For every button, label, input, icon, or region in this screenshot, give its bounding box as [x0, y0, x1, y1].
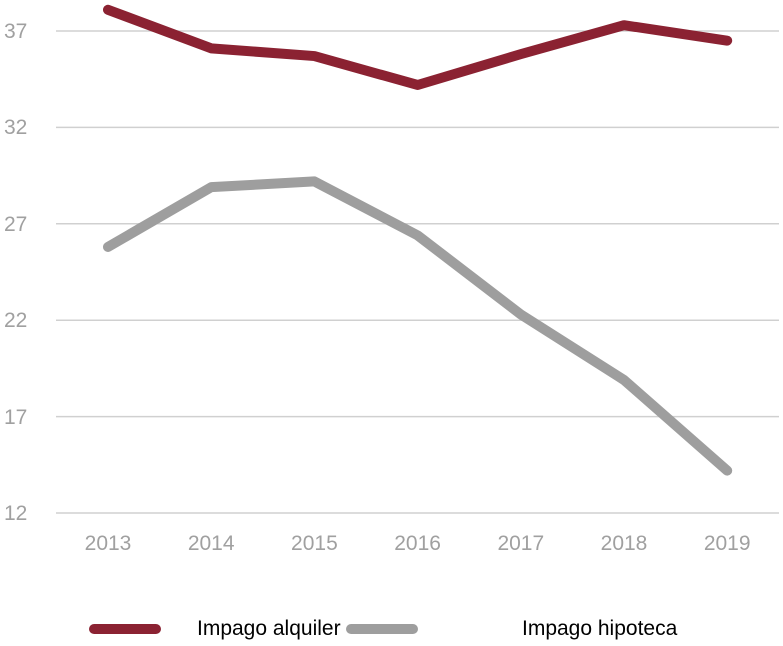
y-tick-label: 17: [4, 405, 28, 429]
y-tick-label: 32: [4, 116, 28, 140]
y-tick-label: 37: [4, 20, 28, 43]
x-tick-label: 2019: [703, 532, 751, 555]
x-tick-label: 2014: [187, 532, 235, 555]
x-tick-label: 2017: [497, 532, 545, 555]
legend-label: Impago hipoteca: [522, 617, 678, 640]
series-line-0: [103, 4, 733, 90]
x-tick-label: 2018: [600, 532, 648, 555]
y-tick-label: 22: [4, 309, 28, 333]
x-tick-label: 2015: [291, 532, 338, 555]
y-tick-label: 27: [4, 212, 28, 236]
x-tick-label: 2016: [394, 532, 441, 555]
legend-swatch-icon: [346, 623, 418, 634]
y-tick-label: 12: [4, 502, 28, 525]
legend-item-hipoteca[interactable]: Impago hipoteca: [346, 618, 677, 639]
legend: Impago alquiler Impago hipoteca: [0, 618, 783, 644]
line-chart: [56, 4, 779, 514]
legend-label: Impago alquiler: [197, 617, 341, 640]
legend-item-alquiler[interactable]: Impago alquiler: [89, 618, 341, 639]
x-tick-label: 2013: [84, 532, 132, 555]
legend-swatch-icon: [89, 623, 161, 634]
series-lines: [103, 4, 733, 476]
series-line-1: [103, 176, 733, 476]
gridlines: [56, 30, 779, 514]
